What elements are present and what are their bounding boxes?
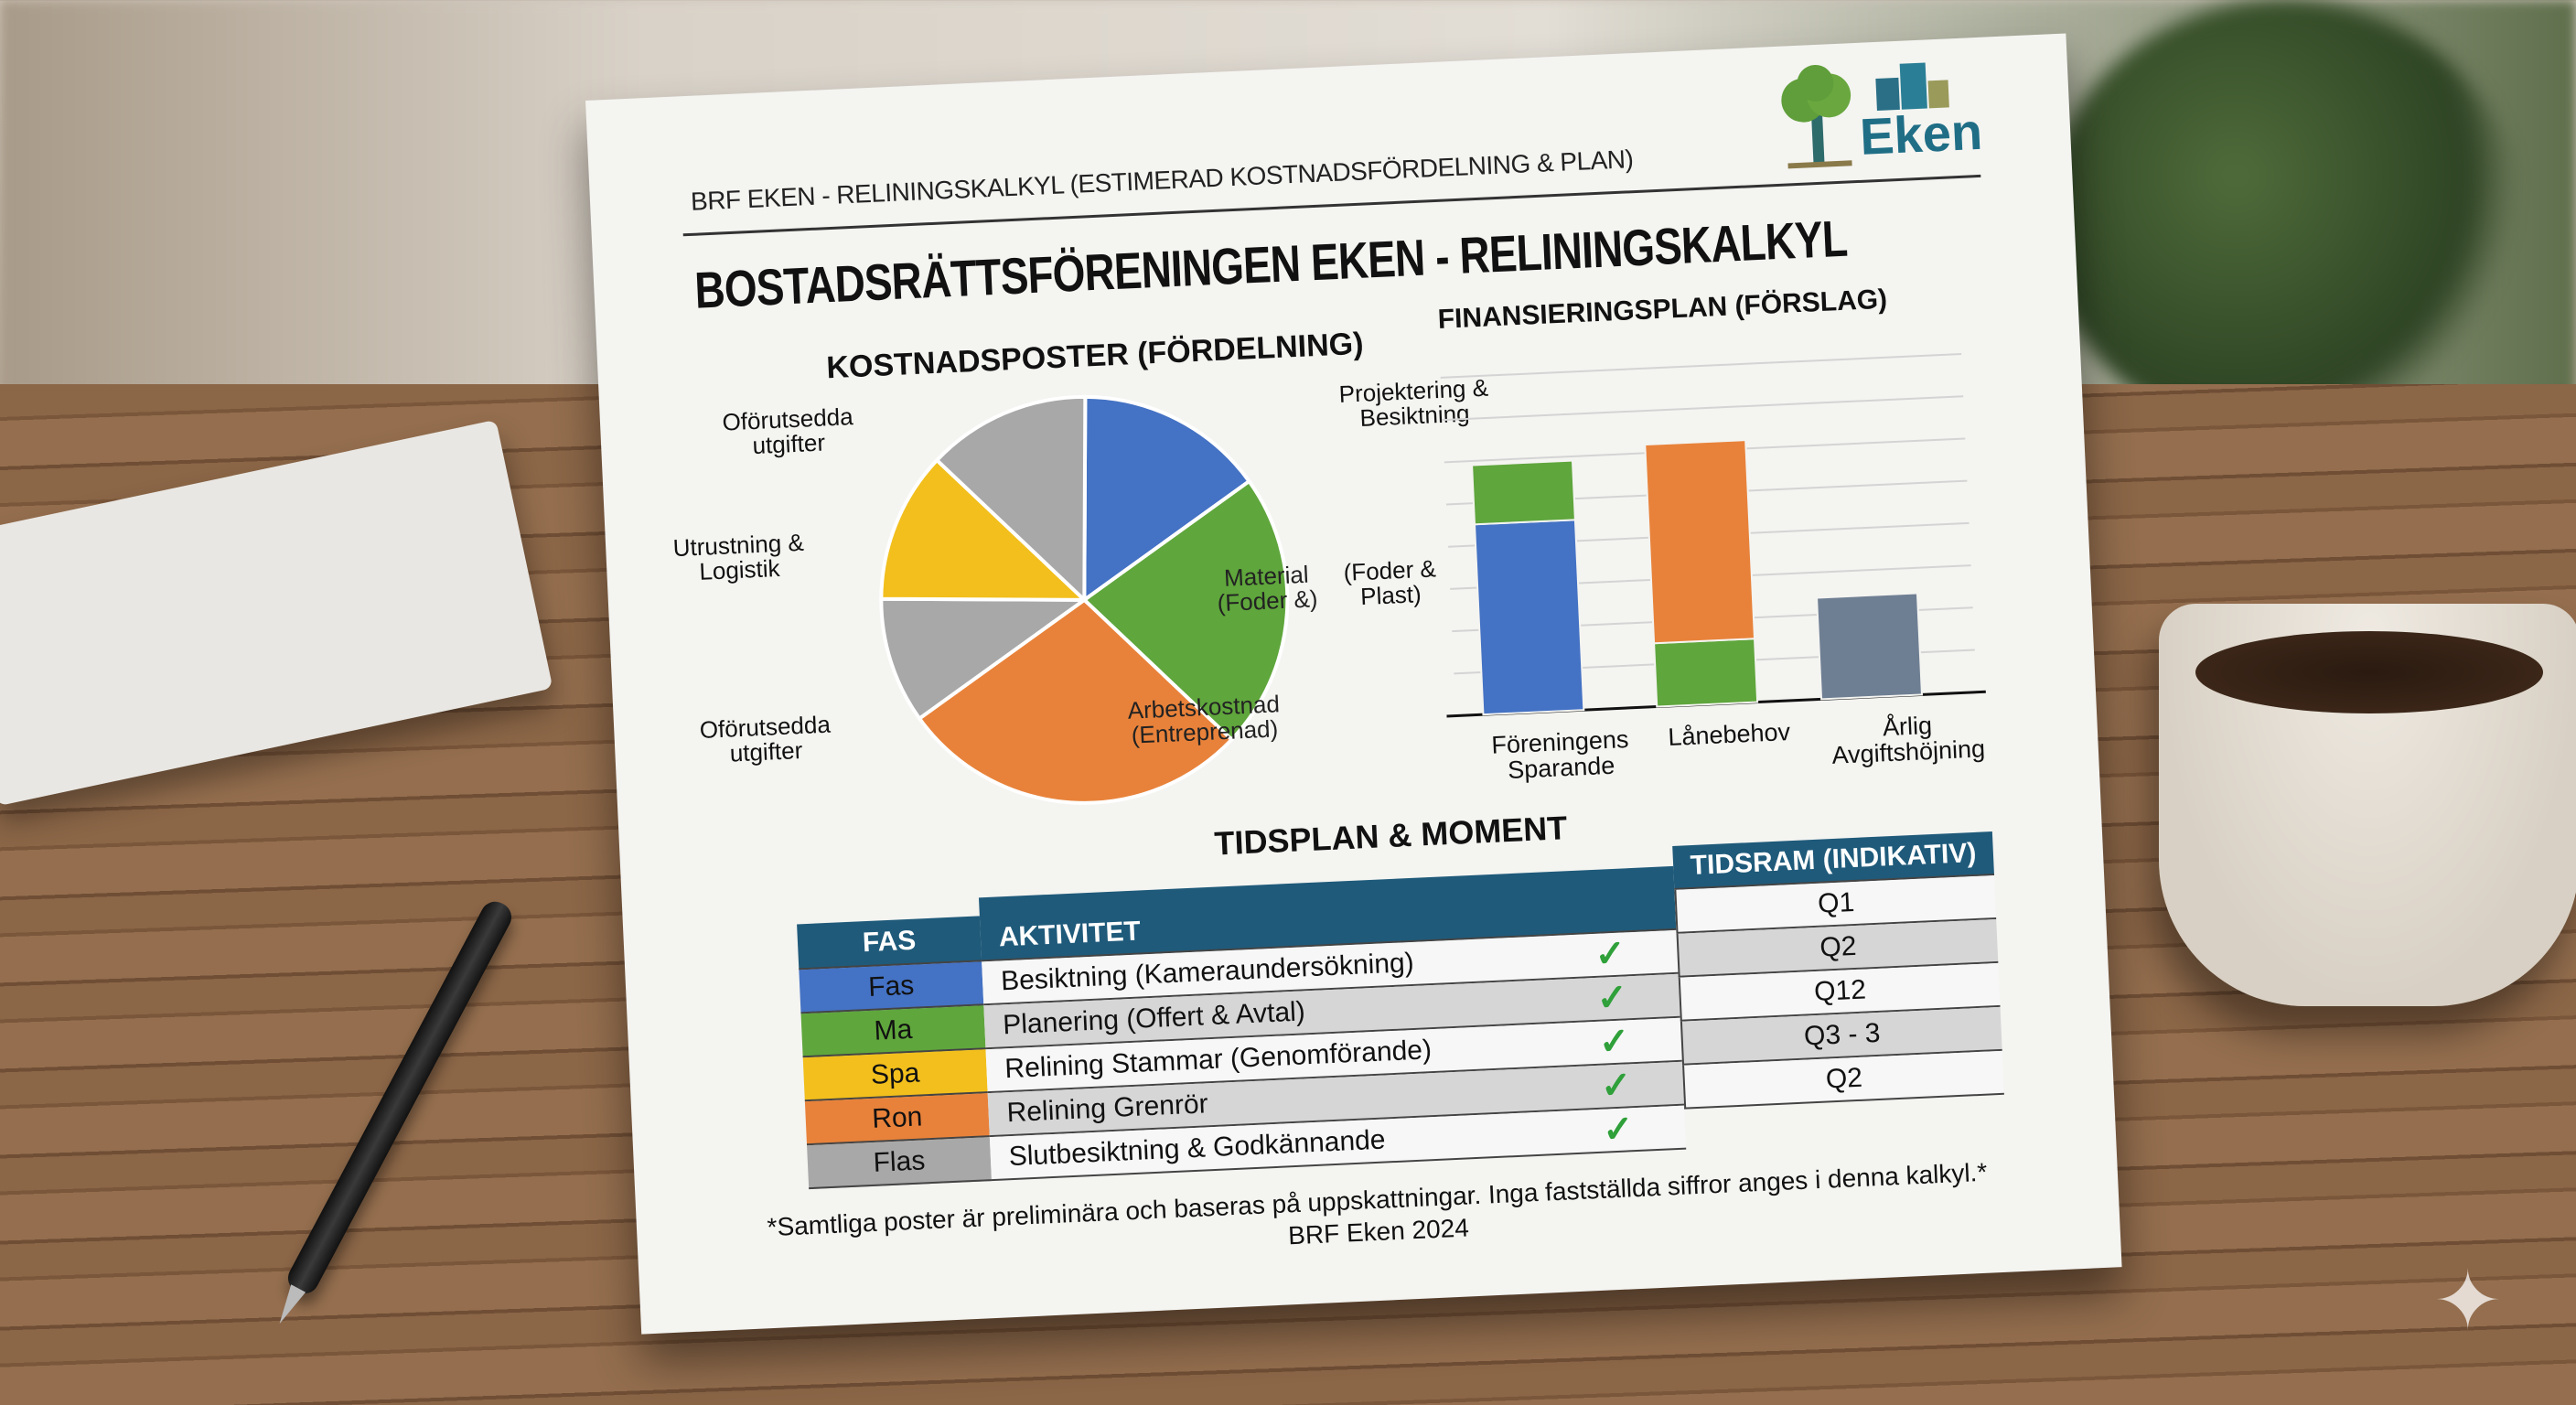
pie-chart (879, 394, 1290, 805)
bar-label-lanebehov: Lånebehov (1667, 717, 1791, 752)
pie-slice-1 (1081, 478, 1290, 743)
pie-label-utrustning: Utrustning & Logistik (672, 528, 805, 586)
coffee (2195, 631, 2543, 713)
bar-segment-1-1 (1653, 638, 1759, 708)
bar-label-sparande: Föreningens Sparande (1490, 725, 1630, 785)
bar-segment-2-3 (1815, 592, 1924, 701)
checkmark-icon: ✓ (1595, 977, 1629, 1019)
checkmark-icon: ✓ (1602, 1109, 1635, 1151)
pie-slice-4 (879, 457, 1089, 602)
bar-segment-0-1 (1471, 459, 1576, 526)
pie-label-oforutsedda-lower: Oförutsedda utgifter (699, 710, 832, 767)
checkmark-icon: ✓ (1597, 1021, 1631, 1063)
fas-cell: Flas (807, 1137, 993, 1190)
bar-segment-1-2 (1644, 439, 1756, 645)
pie-slice-2 (917, 597, 1235, 805)
pie-slice-3 (879, 596, 1090, 722)
plant (2045, 0, 2521, 439)
document-header: BRF EKEN - RELININGSKALKYL (ESTIMERAD KO… (690, 145, 1634, 216)
header-fas: FAS (797, 916, 982, 971)
pie-label-oforutsedda-upper: Oförutsedda utgifter (721, 402, 854, 460)
checkmark-icon: ✓ (1594, 933, 1626, 975)
pie-label-material: Material (Foder &) (1217, 560, 1319, 617)
table-title: TIDSPLAN & MOMENT (1213, 809, 1569, 863)
pie-label-foder-plast: (Foder & Plast) (1342, 554, 1437, 611)
pie-slice-5 (934, 394, 1088, 605)
document-sheet: BRF EKEN - RELININGSKALKYL (ESTIMERAD KO… (585, 33, 2122, 1335)
bar-label-avgiftshojning: Årlig Avgiftshöjning (1830, 711, 1986, 770)
checkmark-icon: ✓ (1600, 1065, 1633, 1107)
pie-label-arbetskostnad: Arbetskostnad (Entreprenad) (1127, 690, 1281, 749)
coffee-cup (2159, 604, 2576, 1006)
bar-chart-title: FINANSIERINGSPLAN (FÖRSLAG) (1437, 284, 1888, 335)
bar-chart (1440, 353, 1986, 718)
aktivitet-text: Planering (Offert & Avtal) (1002, 996, 1306, 1041)
eken-logo: Eken (1775, 56, 1983, 175)
aktivitet-text: Relining Grenrör (1005, 1089, 1209, 1129)
pie-slice-0 (1082, 394, 1252, 604)
bar-segment-0-0 (1473, 519, 1585, 716)
gridline (1442, 395, 1964, 422)
tree-icon (1781, 64, 1852, 169)
gridline (1440, 353, 1962, 379)
logo-text: Eken (1858, 102, 1984, 166)
sparkle-icon: ✦ (2433, 1256, 2503, 1347)
buildings-icon (1875, 62, 1949, 111)
